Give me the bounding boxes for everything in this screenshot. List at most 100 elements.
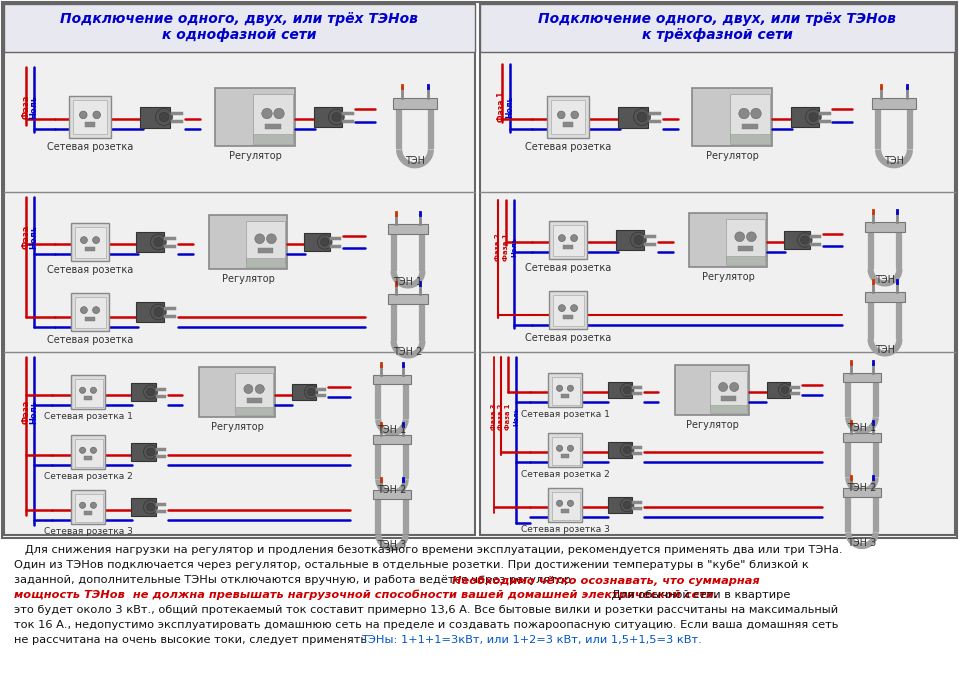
Bar xyxy=(140,106,170,127)
Circle shape xyxy=(320,238,329,246)
Bar xyxy=(84,456,92,460)
Bar xyxy=(71,223,109,261)
Circle shape xyxy=(93,307,100,314)
Circle shape xyxy=(159,112,169,122)
Bar xyxy=(791,107,819,127)
Circle shape xyxy=(147,448,154,456)
Circle shape xyxy=(267,234,276,244)
Bar xyxy=(843,433,881,442)
Bar xyxy=(675,365,749,415)
Circle shape xyxy=(329,109,344,125)
Text: Сетевая розетка 3: Сетевая розетка 3 xyxy=(43,527,132,536)
Bar xyxy=(71,293,109,331)
Bar xyxy=(71,375,105,409)
Circle shape xyxy=(93,111,101,119)
Circle shape xyxy=(806,109,821,125)
Circle shape xyxy=(81,237,87,244)
Bar xyxy=(314,107,342,127)
Circle shape xyxy=(568,445,573,452)
Text: Для снижения нагрузки на регулятор и продления безотказного времени эксплуатации: Для снижения нагрузки на регулятор и про… xyxy=(14,545,843,555)
Text: Фаза: Фаза xyxy=(21,94,31,119)
Text: ТЭН: ТЭН xyxy=(405,156,425,166)
Bar xyxy=(71,435,105,469)
Circle shape xyxy=(779,384,791,396)
Bar xyxy=(85,122,95,127)
Text: Ноль: Ноль xyxy=(511,237,517,257)
Bar xyxy=(136,302,164,322)
Text: ТЭН 2: ТЭН 2 xyxy=(377,485,407,495)
Bar xyxy=(387,294,428,304)
Bar xyxy=(548,373,582,407)
Text: это будет около 3 кВт., общий протекаемый ток составит примерно 13,6 А. Все быто: это будет около 3 кВт., общий протекаемы… xyxy=(14,605,838,615)
Bar xyxy=(742,124,758,130)
Circle shape xyxy=(151,304,166,320)
Bar xyxy=(75,297,106,328)
Circle shape xyxy=(81,307,87,314)
Text: Ноль: Ноль xyxy=(30,400,38,424)
Bar xyxy=(258,248,273,253)
Text: Для обычной сети в квартире: Для обычной сети в квартире xyxy=(608,590,790,600)
Bar xyxy=(692,88,772,146)
Bar xyxy=(85,247,95,251)
Circle shape xyxy=(620,498,634,512)
Circle shape xyxy=(623,501,631,509)
Text: Ноль: Ноль xyxy=(513,407,519,426)
Bar xyxy=(480,4,955,535)
Text: Сетевая розетка: Сетевая розетка xyxy=(47,265,133,275)
Circle shape xyxy=(273,108,284,119)
Text: заданной, дополнительные ТЭНы отключаются вручную, и работа ведётся через регуля: заданной, дополнительные ТЭНы отключаютс… xyxy=(14,575,578,585)
Text: Сетевая розетка: Сетевая розетка xyxy=(525,142,611,152)
Bar xyxy=(548,433,582,467)
Circle shape xyxy=(308,389,316,396)
Text: ТЭН 3: ТЭН 3 xyxy=(378,540,407,550)
Text: к однофазной сети: к однофазной сети xyxy=(162,28,316,42)
Text: Сетевая розетка: Сетевая розетка xyxy=(525,263,611,273)
Text: Регулятор: Регулятор xyxy=(706,151,759,161)
Circle shape xyxy=(620,384,634,397)
Circle shape xyxy=(262,108,272,119)
Circle shape xyxy=(147,388,154,396)
Bar xyxy=(373,435,411,444)
Bar xyxy=(563,122,573,127)
Circle shape xyxy=(244,384,253,393)
Bar xyxy=(209,215,287,269)
Text: Фаза 2: Фаза 2 xyxy=(498,404,504,430)
Bar xyxy=(75,379,103,407)
Bar xyxy=(552,377,580,405)
Bar xyxy=(730,94,770,139)
Text: к трёхфазной сети: к трёхфазной сети xyxy=(642,28,792,42)
Text: Ноль: Ноль xyxy=(505,96,514,118)
Bar xyxy=(721,396,737,400)
Bar xyxy=(246,258,285,267)
Bar xyxy=(549,291,587,329)
Bar xyxy=(872,98,916,109)
Circle shape xyxy=(571,234,577,241)
Text: Фаза 3: Фаза 3 xyxy=(491,404,497,430)
Text: Ноль: Ноль xyxy=(30,225,38,249)
Bar xyxy=(616,230,644,250)
Circle shape xyxy=(620,443,634,456)
Text: Один из ТЭНов подключается через регулятор, остальные в отдельные розетки. При д: Один из ТЭНов подключается через регулят… xyxy=(14,560,808,570)
Circle shape xyxy=(568,385,573,391)
Bar xyxy=(843,488,881,497)
Circle shape xyxy=(634,108,650,125)
Text: Подключение одного, двух, или трёх ТЭНов: Подключение одного, двух, или трёх ТЭНов xyxy=(60,12,418,26)
Bar xyxy=(553,295,584,326)
Bar xyxy=(551,100,585,134)
Bar xyxy=(549,221,587,259)
Text: мощность ТЭНов  не должна превышать нагрузочной способности вашей домашней элект: мощность ТЭНов не должна превышать нагру… xyxy=(14,590,718,601)
Text: Фаза 1: Фаза 1 xyxy=(505,404,511,430)
Text: Фаза 1: Фаза 1 xyxy=(503,233,509,261)
Text: Фаза 2: Фаза 2 xyxy=(495,233,501,261)
Bar xyxy=(253,94,293,139)
Bar xyxy=(608,442,632,458)
Bar xyxy=(4,4,475,535)
Circle shape xyxy=(556,445,563,452)
Circle shape xyxy=(147,503,154,511)
Circle shape xyxy=(623,446,631,454)
Bar xyxy=(865,292,905,302)
Circle shape xyxy=(90,502,97,508)
Text: Фаза: Фаза xyxy=(21,400,31,424)
Circle shape xyxy=(154,307,163,316)
Circle shape xyxy=(558,304,566,312)
